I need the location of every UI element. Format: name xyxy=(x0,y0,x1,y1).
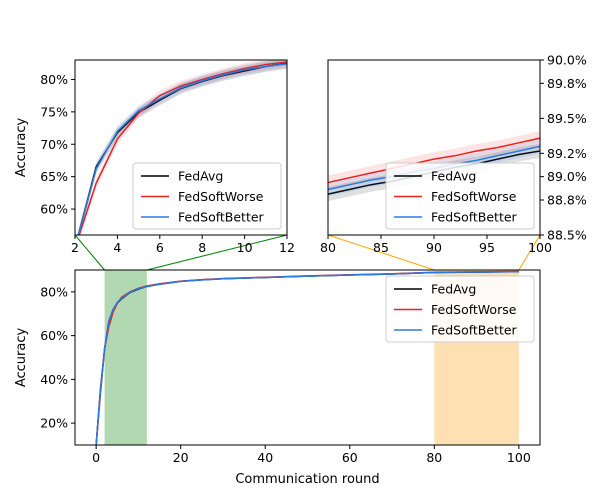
series-band-fedsoftworse xyxy=(328,131,540,190)
legend-box xyxy=(132,162,282,230)
x-tick-label: 4 xyxy=(113,240,121,255)
y-tick-label: 89.2% xyxy=(547,146,587,161)
legend: FedAvg FedSoftWorse FedSoftBetter xyxy=(132,162,282,230)
y-tick-label: 89.5% xyxy=(547,111,587,126)
legend-box xyxy=(385,162,535,230)
axes-frame xyxy=(74,269,541,446)
y-tick-label: 40% xyxy=(40,372,68,387)
connector-right-b xyxy=(518,234,541,271)
x-tick-label: 8 xyxy=(198,240,206,255)
x-tick-label: 2 xyxy=(71,240,79,255)
x-tick-label: 90 xyxy=(426,240,442,255)
x-tick-label: 12 xyxy=(279,240,295,255)
zoom-connectors xyxy=(74,234,541,271)
legend: FedAvg FedSoftWorse FedSoftBetter xyxy=(385,275,535,343)
y-tick-label: 60% xyxy=(40,328,68,343)
legend-label-fedsoftworse: FedSoftWorse xyxy=(178,189,264,204)
legend-label-fedsoftbetter: FedSoftBetter xyxy=(431,323,518,338)
y-tick-label: 90.0% xyxy=(547,53,587,68)
legend-label-fedsoftbetter: FedSoftBetter xyxy=(431,210,518,225)
y-tick-label: 88.8% xyxy=(547,193,587,208)
y-tick-label: 88.5% xyxy=(547,228,587,243)
plot-area xyxy=(77,60,287,235)
x-axis-label: Communication round xyxy=(235,472,379,487)
legend: FedAvg FedSoftWorse FedSoftBetter xyxy=(385,162,535,230)
x-tick-label: 40 xyxy=(257,450,273,465)
legend-label-fedavg: FedAvg xyxy=(431,169,476,184)
x-tick-label: 0 xyxy=(92,450,100,465)
x-tick-label: 100 xyxy=(507,450,531,465)
legend-label-fedsoftworse: FedSoftWorse xyxy=(431,302,517,317)
connector-left-b xyxy=(146,234,288,271)
x-tick-label: 6 xyxy=(156,240,164,255)
y-axis-label: Accuracy xyxy=(14,328,29,388)
y-tick-label: 89.8% xyxy=(547,76,587,91)
legend-box xyxy=(385,275,535,343)
y-tick-label: 89.0% xyxy=(547,169,587,184)
x-tick-label: 95 xyxy=(479,240,495,255)
x-tick-label: 10 xyxy=(237,240,253,255)
x-tick-label: 100 xyxy=(528,240,552,255)
x-tick-label: 85 xyxy=(373,240,389,255)
y-tick-label: 70% xyxy=(40,137,68,152)
x-tick-label: 80 xyxy=(426,450,442,465)
y-tick-label: 80% xyxy=(40,284,68,299)
x-tick-label: 20 xyxy=(173,450,189,465)
legend-label-fedsoftworse: FedSoftWorse xyxy=(431,189,517,204)
y-tick-label: 60% xyxy=(40,202,68,217)
y-axis-label: Accuracy xyxy=(14,118,29,178)
x-tick-label: 60 xyxy=(342,450,358,465)
legend-label-fedavg: FedAvg xyxy=(431,282,476,297)
x-tick-label: 80 xyxy=(320,240,336,255)
y-tick-label: 80% xyxy=(40,72,68,87)
connector-left-a xyxy=(74,234,105,271)
main-panel: 0 20 40 60 80 100 20% 40% 60% 80% Accuracy Communic… xyxy=(14,269,541,487)
axes-frame xyxy=(74,59,288,236)
y-tick-label: 20% xyxy=(40,416,68,431)
legend-label-fedavg: FedAvg xyxy=(178,169,223,184)
y-tick-label: 75% xyxy=(40,104,68,119)
connector-right-a xyxy=(327,234,435,271)
y-tick-label: 65% xyxy=(40,169,68,184)
highlight-region-0 xyxy=(104,270,147,445)
legend-label-fedsoftbetter: FedSoftBetter xyxy=(178,210,265,225)
